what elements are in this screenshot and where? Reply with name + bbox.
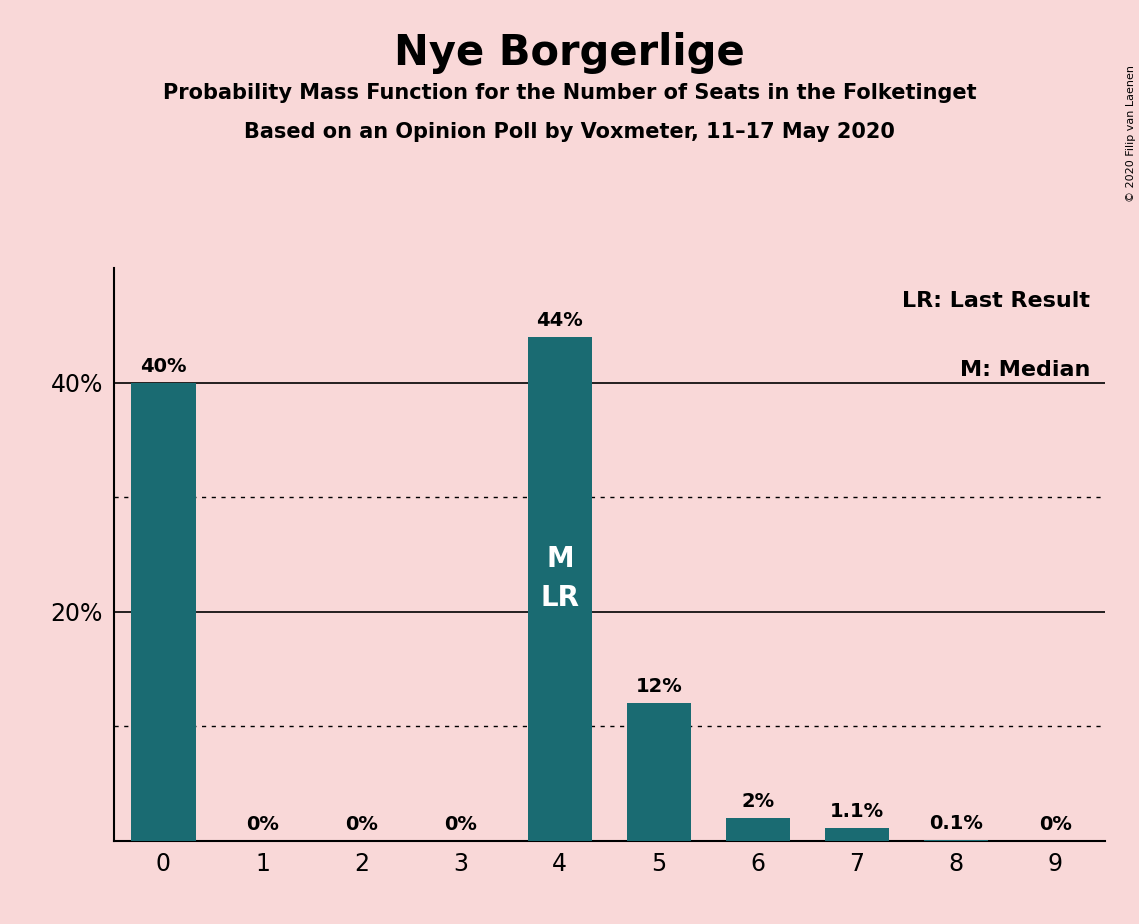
Text: © 2020 Filip van Laenen: © 2020 Filip van Laenen <box>1126 65 1136 201</box>
Text: Based on an Opinion Poll by Voxmeter, 11–17 May 2020: Based on an Opinion Poll by Voxmeter, 11… <box>244 122 895 142</box>
Text: Nye Borgerlige: Nye Borgerlige <box>394 32 745 74</box>
Bar <box>825 828 890 841</box>
Bar <box>131 383 196 841</box>
Text: 0%: 0% <box>246 815 279 834</box>
Text: 12%: 12% <box>636 677 682 697</box>
Text: 0%: 0% <box>444 815 477 834</box>
Bar <box>726 818 790 841</box>
Text: 44%: 44% <box>536 310 583 330</box>
Text: 2%: 2% <box>741 792 775 811</box>
Bar <box>626 703 691 841</box>
Bar <box>527 336 592 841</box>
Text: 1.1%: 1.1% <box>830 802 884 821</box>
Text: M: Median: M: Median <box>959 359 1090 380</box>
Text: 0.1%: 0.1% <box>929 814 983 833</box>
Text: M
LR: M LR <box>540 545 580 613</box>
Text: 0%: 0% <box>1039 815 1072 834</box>
Text: Probability Mass Function for the Number of Seats in the Folketinget: Probability Mass Function for the Number… <box>163 83 976 103</box>
Text: LR: Last Result: LR: Last Result <box>902 291 1090 310</box>
Text: 0%: 0% <box>345 815 378 834</box>
Bar <box>924 840 989 841</box>
Text: 40%: 40% <box>140 357 187 376</box>
